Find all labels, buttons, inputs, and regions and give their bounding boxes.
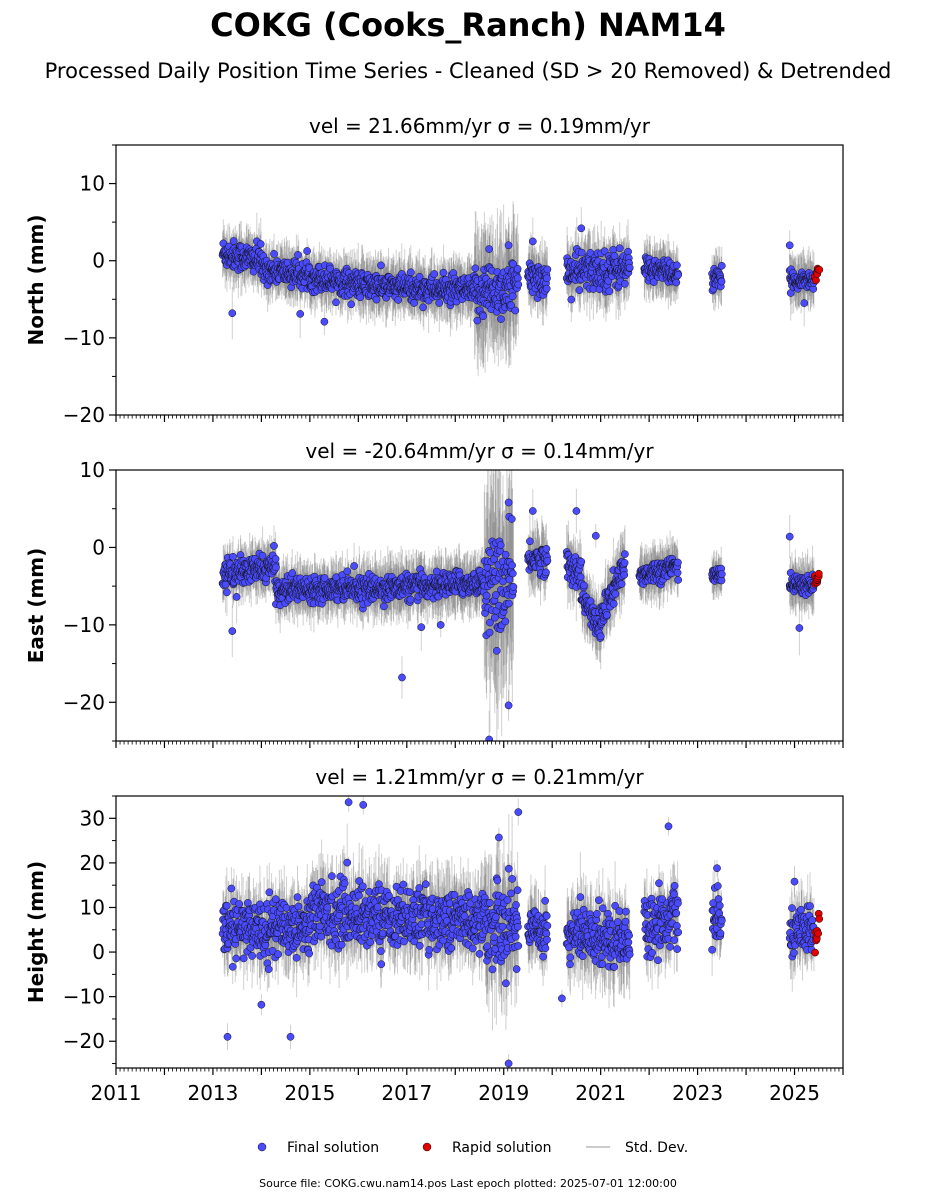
final-point bbox=[326, 264, 334, 273]
final-point bbox=[415, 272, 424, 281]
final-point bbox=[507, 301, 515, 310]
final-point bbox=[258, 551, 267, 560]
panel-1: vel = 21.66mm/yr σ = 0.19mm/yr North (mm)… bbox=[24, 114, 844, 427]
final-point bbox=[410, 299, 418, 307]
plot-area bbox=[218, 201, 824, 377]
final-point bbox=[514, 280, 523, 289]
final-point bbox=[479, 312, 487, 321]
final-point bbox=[528, 237, 537, 246]
final-point bbox=[473, 316, 482, 325]
final-point bbox=[717, 261, 726, 270]
figure-subtitle: Processed Daily Position Time Series - C… bbox=[45, 59, 892, 83]
final-point bbox=[674, 270, 683, 279]
final-point bbox=[272, 563, 280, 572]
rapid-points bbox=[810, 264, 824, 285]
final-point bbox=[649, 278, 658, 286]
final-point bbox=[406, 268, 415, 277]
final-point bbox=[377, 261, 385, 270]
final-point bbox=[542, 284, 551, 293]
final-point bbox=[303, 247, 311, 255]
final-point bbox=[567, 295, 576, 304]
figure-title: COKG (Cooks_Ranch) NAM14 bbox=[210, 6, 726, 44]
final-point bbox=[513, 264, 522, 273]
final-point bbox=[575, 286, 584, 295]
final-point bbox=[800, 299, 809, 307]
final-point bbox=[717, 277, 726, 286]
final-point bbox=[435, 299, 444, 307]
final-point bbox=[625, 263, 634, 272]
rapid-point bbox=[815, 265, 824, 274]
final-point bbox=[577, 224, 586, 233]
final-point bbox=[294, 251, 302, 259]
final-points bbox=[218, 224, 818, 326]
final-point bbox=[504, 241, 513, 250]
final-point bbox=[406, 595, 415, 604]
y-tick-label: 10 bbox=[80, 172, 105, 196]
final-point bbox=[624, 247, 632, 256]
final-point bbox=[543, 274, 551, 283]
final-point bbox=[380, 602, 388, 611]
final-point bbox=[356, 293, 365, 302]
final-point bbox=[577, 248, 586, 257]
y-tick-label: −10 bbox=[63, 326, 105, 350]
final-point bbox=[350, 562, 358, 570]
rapid-point bbox=[812, 276, 820, 285]
final-point bbox=[232, 593, 241, 601]
y-tick-label: 0 bbox=[92, 249, 105, 273]
final-point bbox=[672, 278, 681, 287]
final-point bbox=[785, 241, 794, 250]
y-axis-label: North (mm) bbox=[24, 214, 48, 345]
final-point bbox=[605, 287, 614, 296]
final-point bbox=[497, 315, 505, 323]
final-point bbox=[347, 300, 356, 309]
y-tick-label: −20 bbox=[63, 403, 105, 427]
panel-title: vel = 21.66mm/yr σ = 0.19mm/yr bbox=[309, 114, 651, 138]
final-point bbox=[320, 317, 329, 326]
final-point bbox=[621, 279, 629, 288]
final-point bbox=[485, 245, 494, 253]
final-point bbox=[229, 552, 237, 561]
final-point bbox=[372, 295, 381, 304]
final-point bbox=[320, 574, 329, 582]
final-point bbox=[543, 265, 552, 274]
final-point bbox=[223, 588, 231, 597]
final-point bbox=[615, 244, 624, 253]
final-point bbox=[419, 303, 427, 312]
final-point bbox=[394, 296, 403, 304]
final-point bbox=[228, 309, 237, 318]
final-point bbox=[270, 250, 278, 258]
final-point bbox=[508, 292, 517, 301]
final-point bbox=[270, 542, 278, 550]
final-point bbox=[288, 569, 297, 577]
final-point bbox=[343, 567, 352, 576]
final-point bbox=[430, 270, 439, 278]
final-point bbox=[271, 555, 280, 563]
final-point bbox=[439, 268, 448, 277]
final-point bbox=[471, 264, 480, 273]
final-point bbox=[229, 237, 238, 245]
final-point bbox=[673, 261, 681, 270]
final-point bbox=[511, 306, 520, 315]
final-point bbox=[256, 240, 265, 248]
panels: vel = 21.66mm/yr σ = 0.19mm/yr North (mm)… bbox=[24, 114, 844, 1105]
plot-area bbox=[218, 470, 823, 741]
final-points bbox=[218, 498, 818, 741]
final-point bbox=[296, 310, 305, 318]
final-point bbox=[332, 298, 340, 307]
